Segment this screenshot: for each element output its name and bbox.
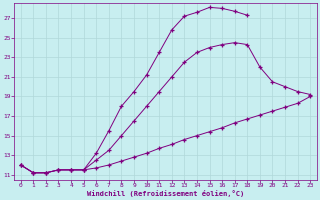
X-axis label: Windchill (Refroidissement éolien,°C): Windchill (Refroidissement éolien,°C) bbox=[87, 190, 244, 197]
